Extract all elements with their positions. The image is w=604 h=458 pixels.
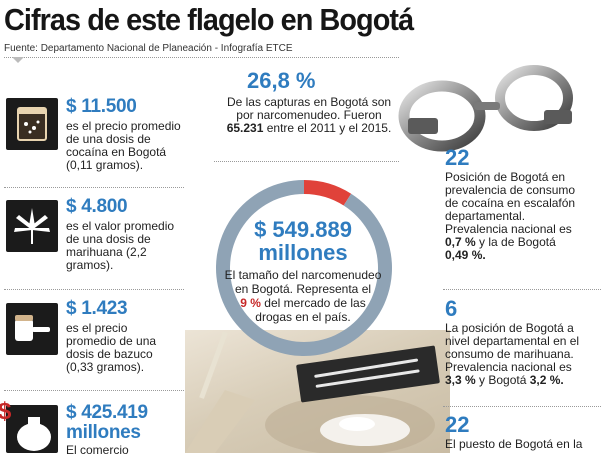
- drug-photo-details: [185, 331, 435, 453]
- marijuana-leaf-icon: [6, 200, 58, 252]
- third-rank: 22: [445, 412, 470, 437]
- cocaine-rank: 22: [445, 145, 470, 170]
- handcuffs-icon: [398, 65, 573, 152]
- source-caption: Fuente: Departamento Nacional de Planeac…: [4, 43, 293, 54]
- bazuco-desc: es el precio promedio de una dosis de ba…: [66, 321, 157, 374]
- marijuana-desc: es el valor promedio de una dosis de mar…: [66, 219, 175, 272]
- marijuana-rank: 6: [445, 296, 458, 321]
- cocaine-rank-desc: Posición de Bogotá en prevalencia de con…: [445, 170, 576, 262]
- dollar-sign-icon: $: [0, 398, 12, 425]
- divider: [214, 161, 399, 162]
- divider: [443, 289, 601, 290]
- cocaine-bag-icon: [6, 98, 58, 150]
- divider: [4, 289, 184, 290]
- page-title: Cifras de este flagelo en Bogotá: [4, 2, 414, 37]
- divider: [4, 187, 184, 188]
- market-price: $ 425.419: [66, 402, 148, 423]
- captures-percentage: 26,8 %: [247, 68, 316, 93]
- market-share-donut: [216, 180, 392, 356]
- cocaine-desc: es el precio promedio de una dosis de co…: [66, 119, 181, 172]
- donut-slice-bogot-: [304, 180, 352, 206]
- donut-center: $ 549.889 millones El tamaño del narcome…: [222, 217, 384, 325]
- third-rank-desc: El puesto de Bogotá en la: [445, 437, 583, 451]
- bazuco-price: $ 1.423: [66, 298, 128, 319]
- narco-market-unit: millones: [258, 240, 348, 265]
- header-divider: [4, 57, 399, 58]
- market-price-unit: millones: [66, 422, 141, 443]
- narco-market-value: $ 549.889: [254, 217, 352, 242]
- divider: [4, 390, 184, 391]
- divider: [443, 406, 601, 407]
- header-divider-tick: [12, 57, 24, 63]
- mirror-with-lines: [296, 345, 440, 403]
- money-bag-icon: [6, 405, 58, 453]
- cocaine-price: $ 11.500: [66, 96, 137, 117]
- marijuana-rank-desc: La posición de Bogotá a nivel departamen…: [445, 321, 580, 387]
- market-desc: El comercio: [66, 443, 129, 457]
- marijuana-price: $ 4.800: [66, 196, 128, 217]
- narco-market-desc: El tamaño del narcomenudeo en Bogotá. Re…: [224, 268, 382, 324]
- captures-desc: De las capturas en Bogotá son por narcom…: [226, 95, 392, 135]
- pipe-icon: [6, 303, 58, 355]
